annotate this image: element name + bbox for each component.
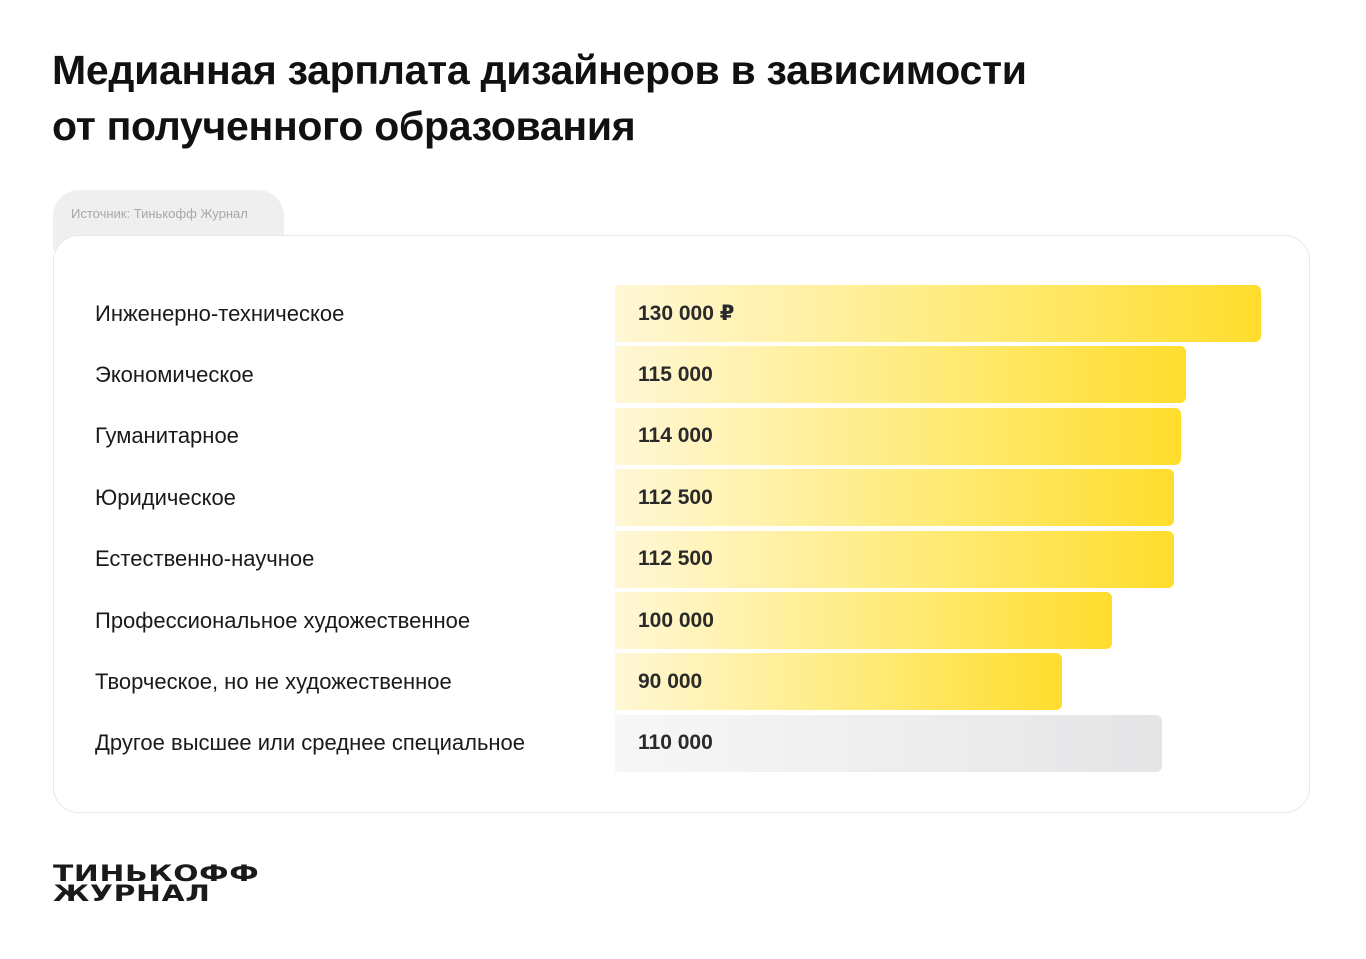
bar-value-label: 100 000	[638, 608, 714, 632]
bar	[615, 530, 1175, 588]
brand-logo: ТИНЬКОФФ ЖУРНАЛ	[53, 862, 260, 907]
bar	[615, 714, 1162, 772]
bar-value-label: 130 000 ₽	[638, 301, 735, 325]
category-label: Другое высшее или среднее специальное	[95, 730, 526, 756]
chart-title: Медианная зарплата дизайнеров в зависимо…	[52, 42, 1252, 154]
category-label: Профессиональное художественное	[95, 607, 471, 633]
bar	[615, 469, 1175, 527]
bar	[615, 653, 1063, 711]
bar	[615, 346, 1187, 404]
brand-logo-line-2: ЖУРНАЛ	[53, 882, 211, 907]
bar	[615, 592, 1112, 649]
category-label: Экономическое	[95, 361, 254, 387]
chart-title-line-1: Медианная зарплата дизайнеров в зависимо…	[52, 47, 1027, 93]
bar-value-label: 114 000	[638, 424, 713, 448]
category-label: Творческое, но не художественное	[95, 668, 452, 694]
bar-value-label: 112 500	[638, 485, 713, 509]
category-label: Юридическое	[95, 484, 236, 510]
brand-logo-line-1: ТИНЬКОФФ	[53, 862, 260, 887]
bar-value-label: 90 000	[638, 669, 703, 693]
bar-value-label: 112 500	[638, 547, 713, 571]
source-label: Источник: Тинькофф Журнал	[71, 206, 248, 221]
category-label: Гуманитарное	[95, 423, 239, 449]
category-label: Естественно-научное	[95, 546, 315, 572]
bar-value-label: 115 000	[638, 362, 713, 386]
bar-value-label: 110 000	[638, 731, 713, 755]
bar	[615, 285, 1261, 342]
bar	[615, 407, 1182, 465]
category-label: Инженерно-техническое	[95, 300, 345, 326]
chart-title-line-2: от полученного образования	[52, 103, 636, 149]
